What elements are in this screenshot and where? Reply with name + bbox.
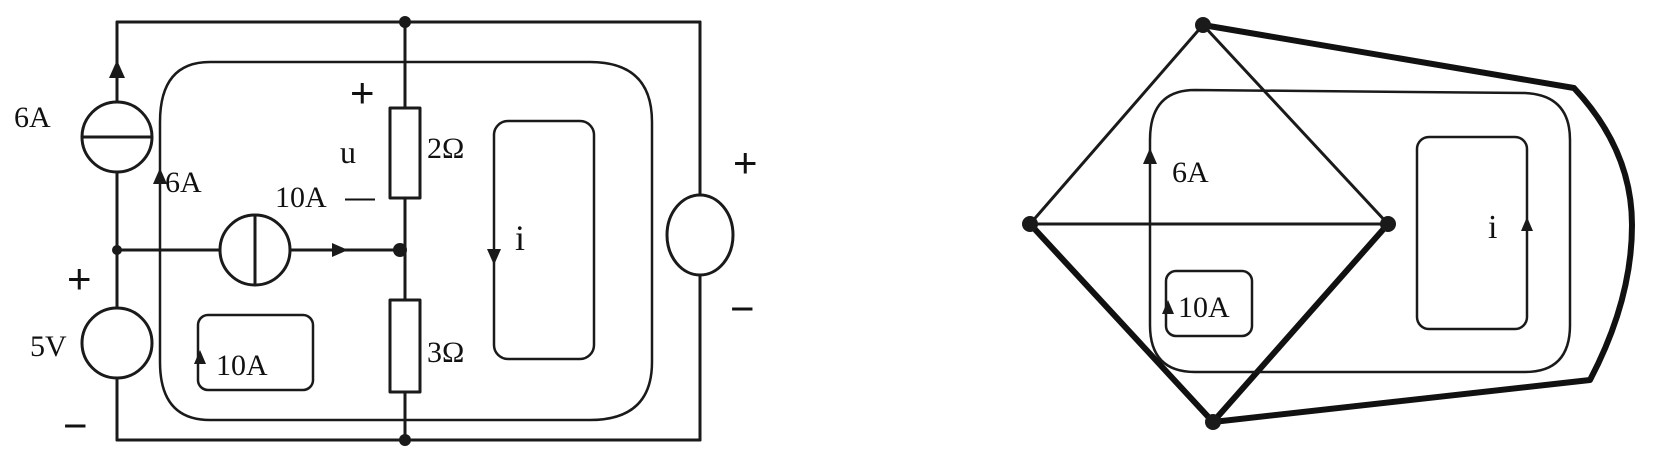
outer-frame-wires bbox=[115, 20, 702, 442]
arrow-i-loop bbox=[487, 249, 501, 265]
current-source-10a bbox=[218, 213, 348, 287]
label-3ohm: 3Ω bbox=[427, 336, 464, 369]
graph-label-i: i bbox=[1488, 209, 1497, 246]
resistor-3ohm bbox=[388, 298, 422, 394]
sign-plus-right: + bbox=[733, 139, 758, 186]
graph-loop-i bbox=[1415, 135, 1529, 331]
label-5v: 5V bbox=[30, 330, 67, 363]
graph-label-10a: 10A bbox=[1178, 291, 1230, 324]
graph-arrow-i bbox=[1521, 217, 1533, 231]
label-6a-loop: 6A bbox=[165, 166, 202, 199]
arrow-6a-loop bbox=[153, 168, 167, 184]
label-2ohm: 2Ω bbox=[427, 132, 464, 165]
graph-thick-edges bbox=[1027, 22, 1635, 425]
label-10a-source: 10A bbox=[275, 181, 327, 214]
loop-i bbox=[492, 119, 596, 361]
sign-plus-u: + bbox=[350, 69, 375, 116]
sign-plus-5v: + bbox=[67, 255, 92, 302]
voltage-source-5v bbox=[80, 306, 154, 380]
sign-minus-5v: − bbox=[63, 402, 88, 449]
junction-dots bbox=[112, 16, 411, 446]
graph-thin-edges bbox=[1028, 23, 1390, 226]
label-6a-source: 6A bbox=[14, 101, 51, 134]
sign-minus-right: − bbox=[730, 285, 755, 332]
resistor-2ohm bbox=[388, 106, 422, 200]
graph-arrow-10a bbox=[1162, 300, 1174, 314]
loop-6a bbox=[158, 60, 654, 422]
graph-loop-6a bbox=[1148, 88, 1572, 374]
graph-label-6a: 6A bbox=[1172, 156, 1209, 189]
loop-10a bbox=[196, 313, 315, 392]
label-10a-loop: 10A bbox=[216, 349, 268, 382]
right-graph: 6A 10A i bbox=[1022, 17, 1635, 430]
graph-arrow-6a bbox=[1143, 148, 1157, 164]
right-voltage-element bbox=[665, 193, 735, 277]
label-i-left: i bbox=[515, 218, 525, 258]
current-source-6a bbox=[80, 60, 154, 174]
label-u: u bbox=[340, 134, 356, 170]
sign-minus-u: — bbox=[345, 181, 375, 214]
left-circuit: 6A 6A 10A — 5V 10A u 2Ω 3Ω i + + − + − bbox=[14, 16, 758, 449]
graph-nodes bbox=[1022, 17, 1396, 430]
arrow-10a-loop bbox=[194, 350, 206, 364]
graph-loop-10a bbox=[1164, 269, 1254, 338]
